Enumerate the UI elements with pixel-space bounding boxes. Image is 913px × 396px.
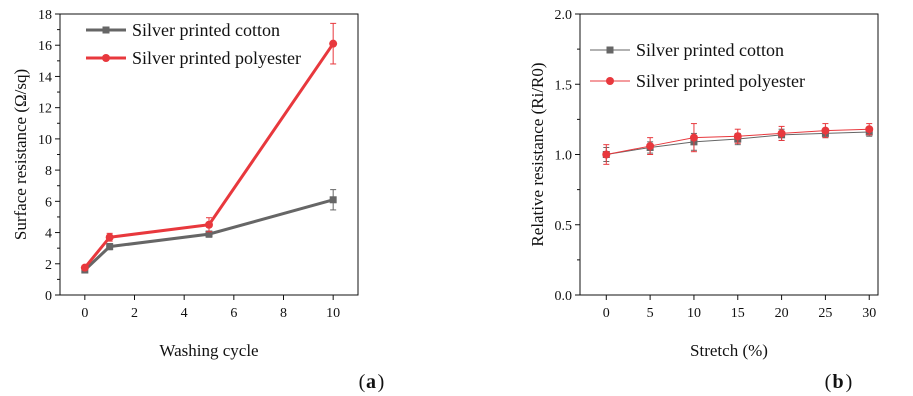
panel-b-label: b (832, 371, 843, 393)
panel-a-series-cotton-legend-marker (102, 26, 110, 34)
panel-a-series-cotton-legend-label: Silver printed cotton (132, 20, 280, 40)
panel-a-series-cotton-point (329, 196, 337, 204)
panel-a-x-tick-label: 0 (81, 306, 88, 321)
panel-b-y-tick-label: 0.5 (555, 219, 573, 234)
panel-a-y-tick-label: 8 (45, 164, 52, 179)
panel-a-series-cotton-point (205, 230, 213, 238)
panel-a-series-cotton-point (106, 243, 114, 251)
panel-b-series-polyester-point (733, 132, 742, 141)
panel-b: ( b ) 0 5 10 15 20 25 30 0.0 0.5 1.0 1.5 2.0 Stretch… (528, 8, 879, 393)
panel-b-x-tick-label: 20 (775, 306, 789, 321)
panel-a-y-tick-label: 4 (45, 227, 52, 242)
panel-a-x-tick-label: 6 (230, 306, 237, 321)
panel-a-y-tick-label: 18 (38, 8, 52, 23)
panel-b-series-cotton-legend-marker (606, 46, 614, 54)
panel-a-x-axis-label: Washing cycle (159, 341, 258, 360)
panel-b-x-tick-label: 25 (818, 306, 832, 321)
panel-b-series-polyester-point (865, 125, 874, 134)
panel-b-y-tick-label: 2.0 (555, 8, 573, 23)
panel-b-x-tick-label: 10 (687, 306, 701, 321)
panel-a-y-tick-label: 6 (45, 195, 52, 210)
panel-a-label-open: ( (359, 371, 366, 393)
panel-b-series-polyester-point (646, 142, 655, 151)
panel-a-series-polyester-point (329, 39, 338, 48)
panel-a-series-polyester-line (83, 42, 335, 269)
panel-b-series-polyester-legend-label: Silver printed polyester (636, 71, 805, 91)
panel-b-y-tick-label: 1.0 (555, 149, 573, 164)
panel-a-label: a (366, 371, 376, 393)
panel-b-x-tick-label: 15 (731, 306, 745, 321)
panel-b-x-axis-label: Stretch (%) (690, 341, 768, 360)
panel-a-y-tick-label: 2 (45, 258, 52, 273)
panel-a-series-polyester-point (80, 263, 89, 272)
panel-a-series-polyester-point (205, 220, 213, 229)
panel-a-x-tick-label: 10 (326, 306, 340, 321)
panel-a-y-tick-label: 10 (38, 133, 52, 148)
panel-a-series-cotton-line (83, 198, 334, 272)
panel-a-series-polyester-legend-marker (102, 54, 110, 62)
panel-b-series-polyester-point (602, 150, 611, 159)
panel-a-series-polyester-point (105, 233, 114, 242)
panel-a-label-close: ) (378, 371, 385, 393)
panel-a-y-tick-label: 16 (38, 39, 52, 54)
panel-a-y-tick-label: 12 (38, 102, 52, 117)
panel-b-x-tick-label: 0 (603, 306, 610, 321)
panel-a-x-tick-label: 8 (280, 306, 287, 321)
panel-a-x-tick-label: 4 (181, 306, 188, 321)
panel-b-label-close: ) (846, 371, 853, 393)
panel-b-label-open: ( (825, 371, 832, 393)
panel-b-series-polyester-point (821, 126, 830, 135)
panel-b-y-tick-label: 0.0 (555, 289, 573, 304)
panel-b-y-tick-label: 1.5 (555, 78, 573, 93)
panel-b-series-polyester-point (777, 129, 786, 138)
panel-a-series-polyester-legend-label: Silver printed polyester (132, 48, 301, 68)
panel-a-y-axis-label: Surface resistance (Ω/sq) (11, 69, 30, 240)
panel-b-y-axis-label: Relative resistance (Ri/R0) (528, 62, 547, 246)
panel-b-series-cotton-legend-label: Silver printed cotton (636, 40, 784, 60)
panel-a-y-tick-label: 0 (45, 289, 52, 304)
panel-b-series-polyester-point (689, 133, 698, 142)
panel-b-x-tick-label: 30 (862, 306, 876, 321)
panel-a-y-tick-label: 14 (38, 70, 52, 85)
panel-a-x-tick-label: 2 (131, 306, 138, 321)
panel-a: ( a ) 0 2 4 6 8 10 0 2 4 6 8 10 12 14 16 18 Washing cycl… (11, 8, 384, 393)
panel-b-x-tick-label: 5 (647, 306, 654, 321)
panel-b-series-polyester-legend-marker (606, 77, 614, 85)
